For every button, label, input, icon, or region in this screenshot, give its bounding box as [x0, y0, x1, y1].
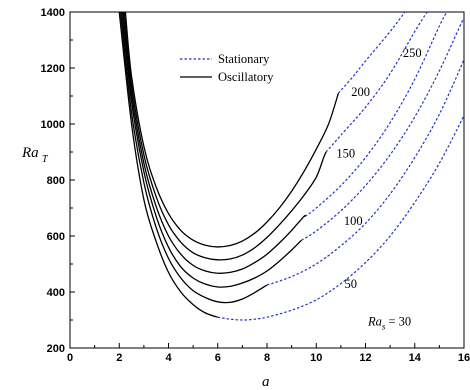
oscillatory-curve-200 [123, 12, 327, 261]
stationary-curve-30 [217, 115, 464, 321]
curve-label-ras: Ras = 30 [367, 315, 411, 332]
x-tick-label: 10 [310, 352, 322, 364]
curve-label-50: 50 [344, 277, 357, 291]
stationary-curve-200 [325, 12, 428, 153]
stationary-curve-250 [337, 12, 406, 94]
stationary-curve-50 [266, 58, 464, 286]
legend-oscillatory-label: Oscillatory [218, 70, 274, 84]
oscillatory-curve-150 [122, 12, 306, 274]
curve-label-150: 150 [336, 147, 355, 161]
x-tick-label: 2 [116, 352, 122, 364]
x-tick-label: 0 [67, 352, 73, 364]
y-tick-label: 200 [47, 343, 65, 355]
y-tick-label: 1200 [41, 63, 65, 75]
curve-label-200: 200 [351, 85, 370, 99]
y-tick-label: 400 [47, 287, 65, 299]
y-axis-label: Ra [21, 145, 39, 161]
oscillatory-curve-30 [118, 12, 218, 318]
x-tick-label: 12 [359, 352, 371, 364]
curves [118, 12, 464, 321]
x-tick-label: 8 [264, 352, 270, 364]
x-tick-label: 6 [215, 352, 221, 364]
legend-stationary-label: Stationary [218, 52, 270, 66]
legend: Stationary Oscillatory [180, 52, 274, 84]
y-tick-label: 1400 [41, 7, 65, 19]
oscillatory-curve-100 [121, 12, 302, 288]
y-tick-label: 600 [47, 231, 65, 243]
x-tick-label: 14 [409, 352, 422, 364]
ticks: 0 2 4 6 8 10 12 14 16 200 400 600 800 1000 1200 1400 [41, 7, 470, 364]
x-tick-label: 4 [165, 352, 172, 364]
curve-labels: 250 200 150 100 50 Ras = 30 [336, 46, 421, 332]
x-axis-label: a [262, 374, 270, 390]
axis-labels: Ra T a [21, 145, 270, 390]
oscillatory-curve-50 [119, 12, 268, 304]
y-tick-label: 800 [47, 175, 65, 187]
x-tick-label: 16 [458, 352, 470, 364]
curve-label-250: 250 [403, 46, 422, 60]
y-tick-label: 1000 [41, 119, 65, 131]
stationary-curve-100 [301, 16, 464, 241]
curve-label-100: 100 [344, 214, 363, 228]
y-axis-label-subscript: T [42, 154, 49, 165]
stationary-curve-150 [304, 12, 448, 217]
oscillatory-curve-250 [124, 12, 340, 248]
